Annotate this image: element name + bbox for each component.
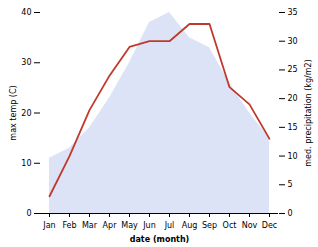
svg-text:Nov: Nov (242, 221, 258, 230)
svg-text:Jul: Jul (164, 221, 175, 230)
svg-text:30: 30 (21, 58, 31, 67)
svg-text:May: May (121, 221, 138, 230)
svg-text:20: 20 (288, 94, 298, 103)
svg-text:0: 0 (288, 209, 293, 218)
svg-text:15: 15 (288, 123, 298, 132)
svg-text:10: 10 (288, 152, 298, 161)
svg-text:Jan: Jan (42, 221, 55, 230)
svg-text:med. precipitation (kg/m2): med. precipitation (kg/m2) (304, 59, 313, 166)
svg-text:40: 40 (21, 8, 31, 17)
svg-text:Aug: Aug (182, 221, 198, 230)
svg-text:Jun: Jun (142, 221, 156, 230)
svg-text:date (month): date (month) (130, 235, 190, 244)
svg-text:10: 10 (21, 159, 31, 168)
svg-text:20: 20 (21, 109, 31, 118)
svg-text:Dec: Dec (262, 221, 277, 230)
svg-text:Feb: Feb (62, 221, 76, 230)
svg-text:Apr: Apr (103, 221, 118, 230)
svg-text:Sep: Sep (202, 221, 217, 230)
svg-text:30: 30 (288, 37, 298, 46)
svg-text:5: 5 (288, 180, 293, 189)
svg-text:Oct: Oct (223, 221, 237, 230)
svg-text:25: 25 (288, 65, 298, 74)
svg-text:0: 0 (26, 209, 31, 218)
svg-text:35: 35 (288, 8, 298, 17)
svg-text:Mar: Mar (82, 221, 98, 230)
svg-text:max temp (C): max temp (C) (9, 85, 18, 140)
